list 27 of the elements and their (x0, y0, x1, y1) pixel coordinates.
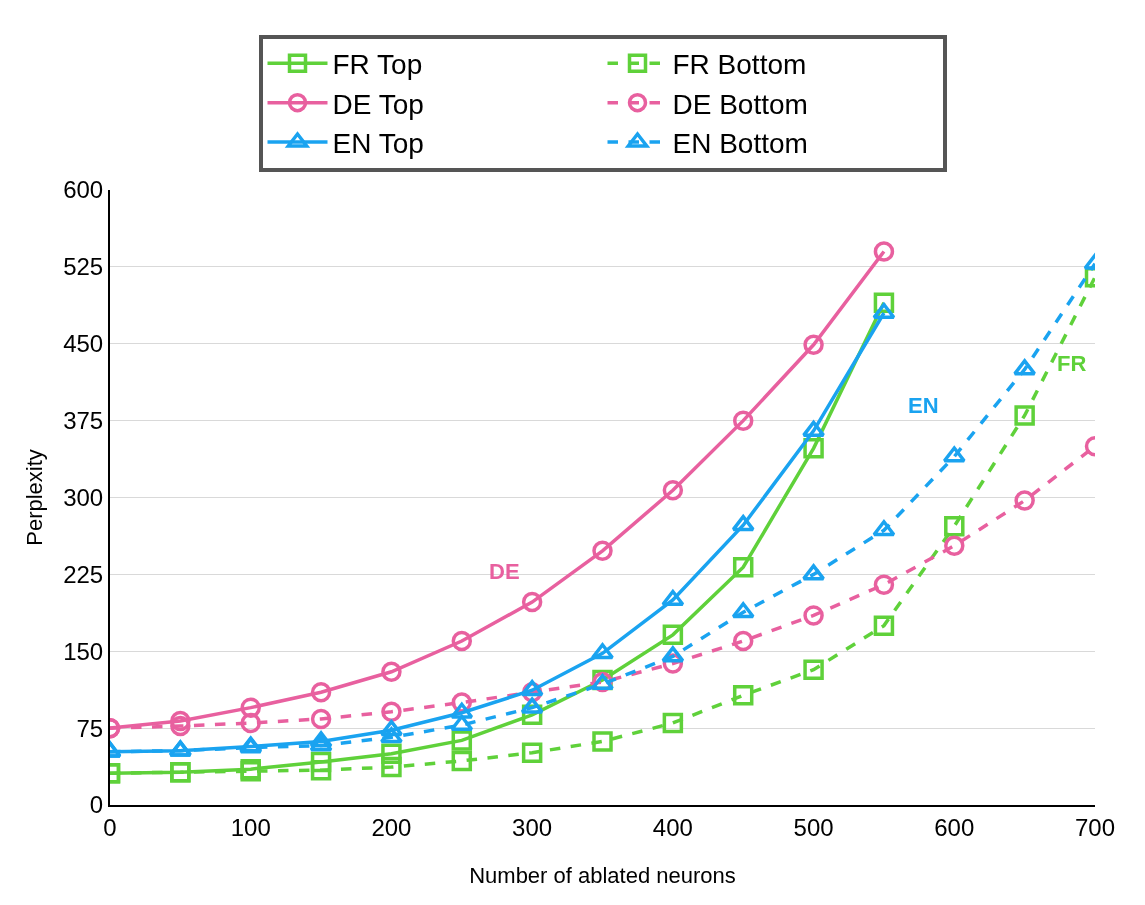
x-tick-label: 300 (512, 813, 553, 841)
x-tick-label: 400 (652, 813, 693, 841)
y-tick-label: 600 (63, 176, 104, 204)
x-axis-title: Number of ablated neurons (469, 863, 736, 889)
legend-label: FR Top (332, 49, 423, 81)
y-tick-label: 375 (63, 407, 104, 435)
x-tick-label: 700 (1074, 813, 1116, 841)
annotation: EN (908, 393, 939, 418)
legend-label: DE Top (332, 88, 424, 120)
y-tick-label: 525 (63, 253, 104, 281)
annotation: DE (489, 559, 520, 584)
y-tick-label: 150 (63, 637, 104, 665)
x-tick-label: 100 (230, 813, 271, 841)
y-axis-title: Perplexity (22, 449, 48, 546)
legend-label: EN Bottom (672, 127, 808, 159)
y-tick-label: 225 (63, 560, 104, 588)
y-tick-label: 0 (89, 791, 104, 819)
y-tick-label: 450 (63, 330, 104, 358)
annotation: FR (1057, 351, 1087, 376)
y-tick-label: 75 (76, 714, 104, 742)
x-tick-label: 200 (371, 813, 412, 841)
legend-label: FR Bottom (672, 49, 807, 81)
x-tick-label: 500 (793, 813, 834, 841)
y-tick-label: 300 (63, 483, 104, 511)
x-tick-label: 600 (934, 813, 975, 841)
legend-label: DE Bottom (672, 88, 808, 120)
legend-label: EN Top (332, 127, 424, 159)
